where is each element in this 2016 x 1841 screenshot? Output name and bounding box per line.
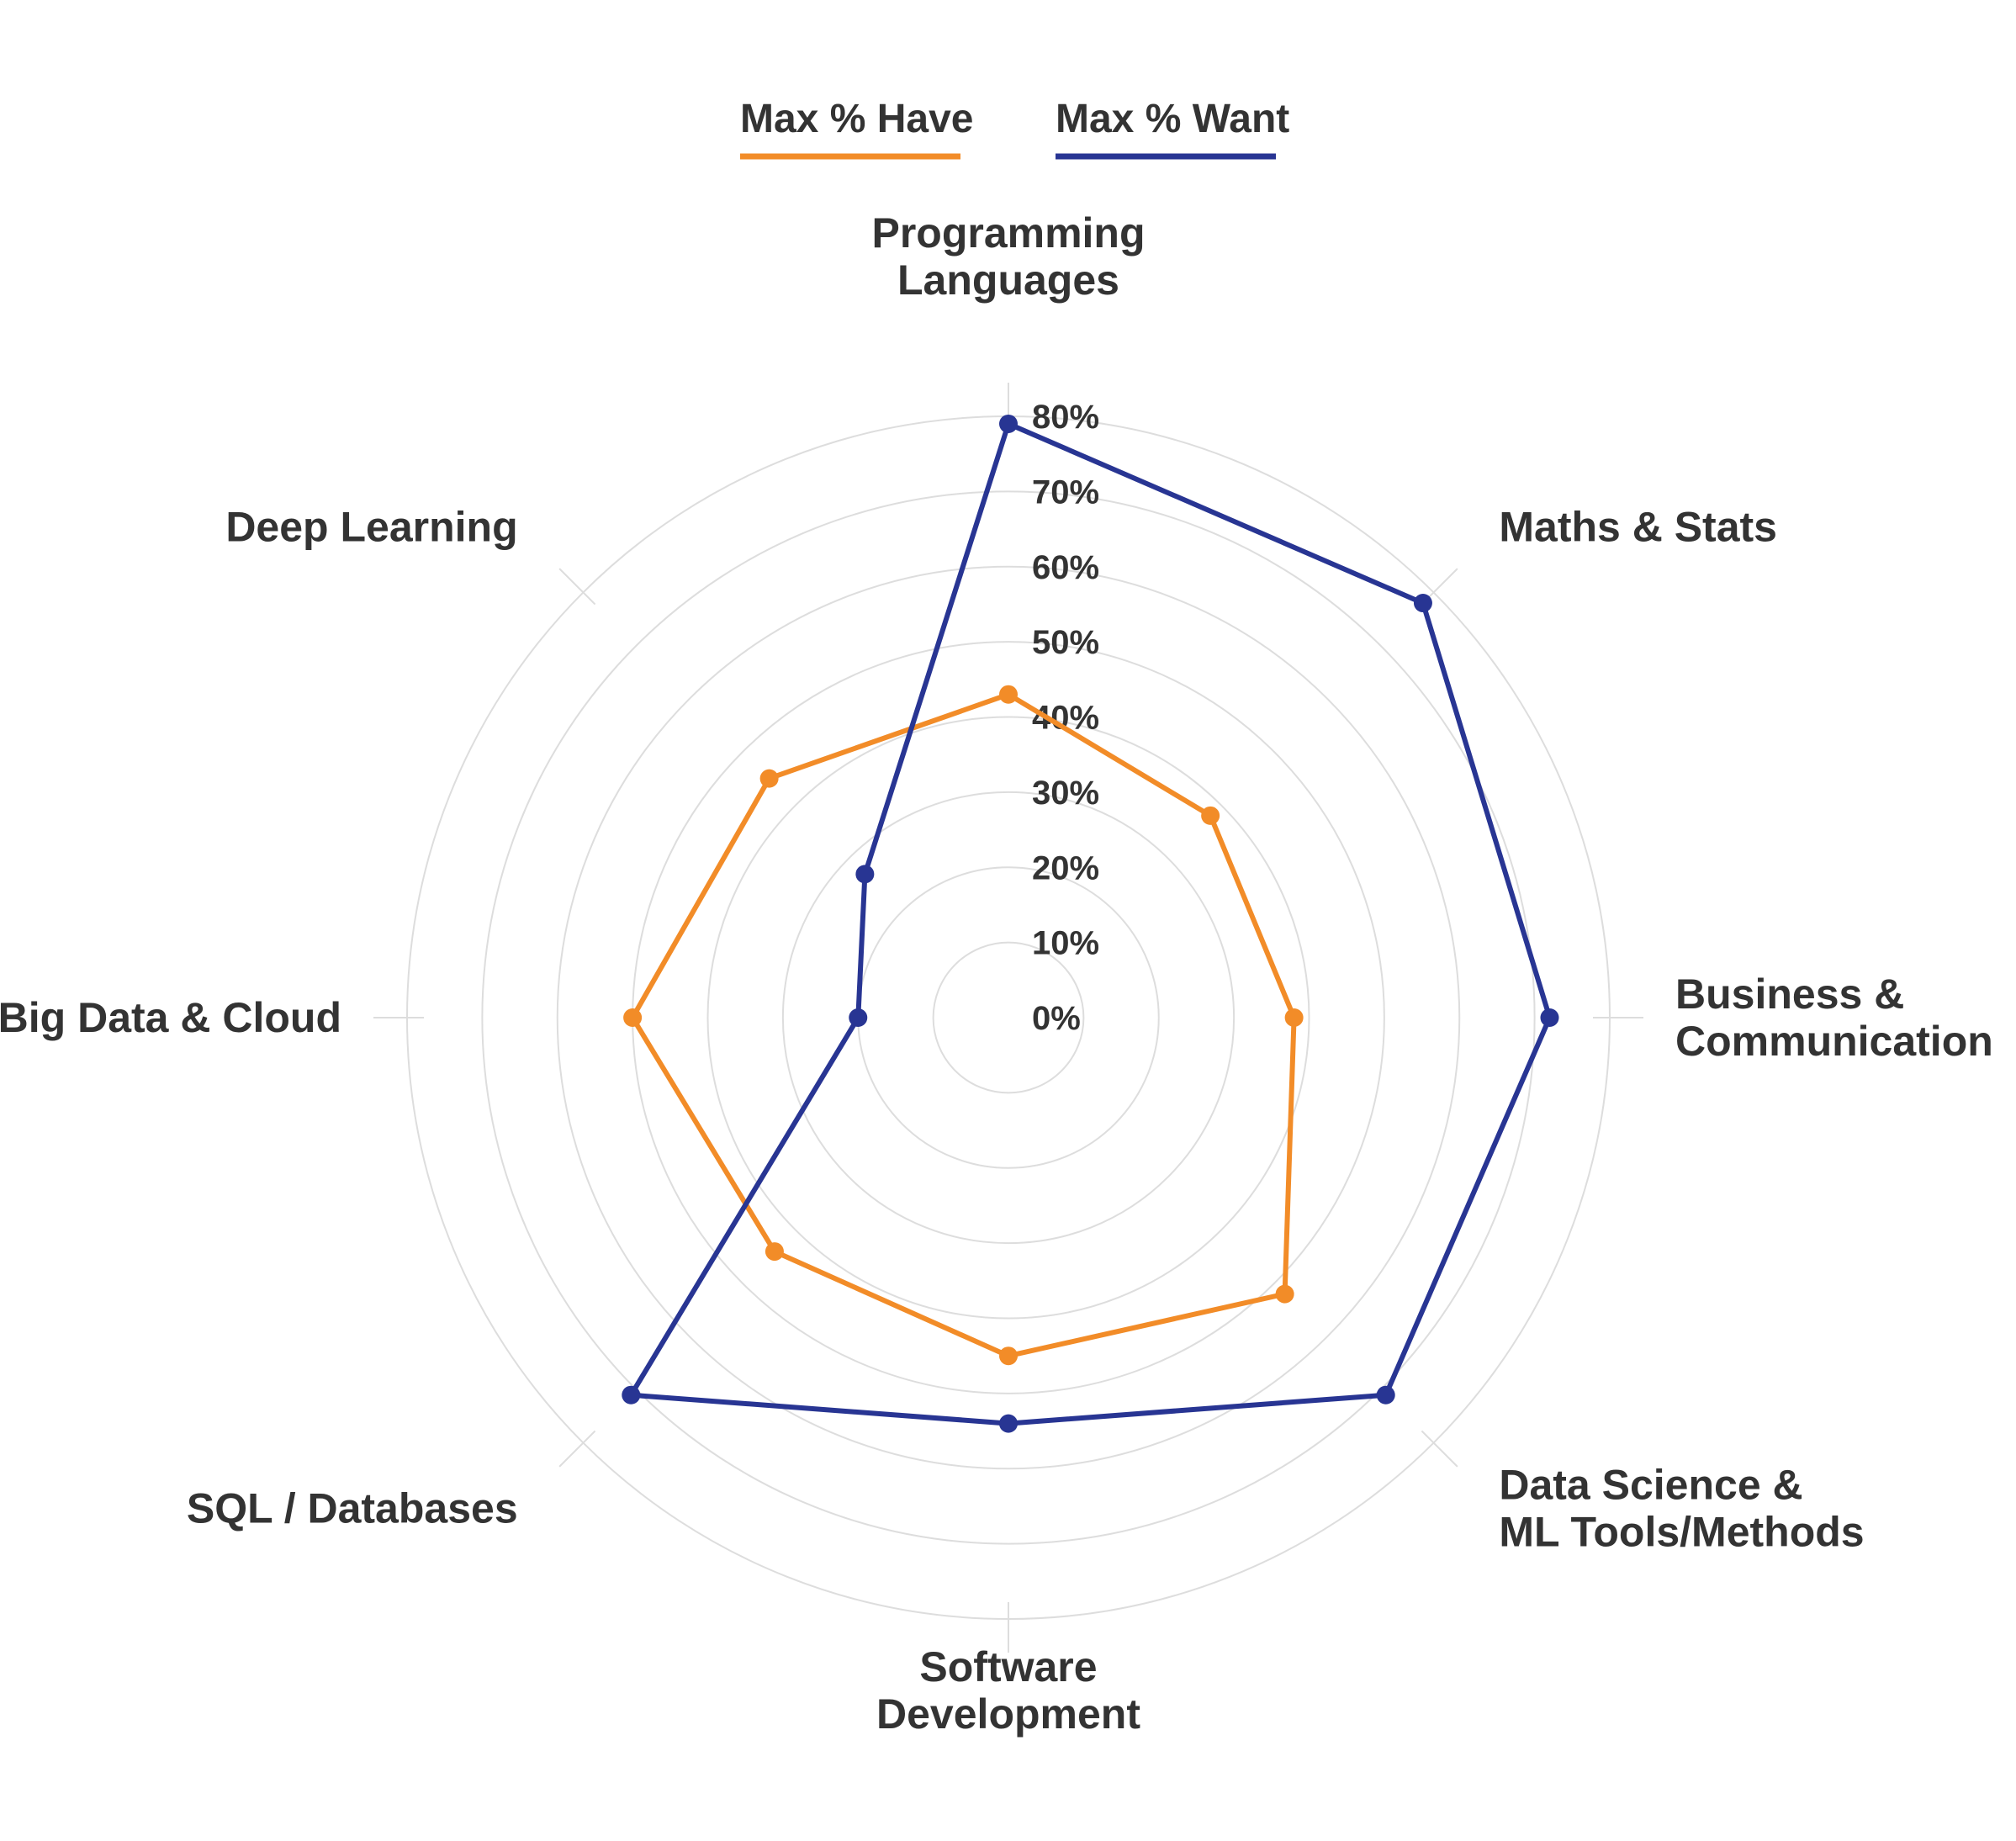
series-point-2 [999, 414, 1018, 433]
series-point-1 [1201, 806, 1220, 825]
series-point-1 [1284, 1008, 1304, 1027]
series-point-1 [623, 1008, 643, 1027]
axis-label-line: Software [919, 1643, 1097, 1690]
radial-tick-label: 60% [1032, 549, 1099, 586]
axis-label-line: Data Science & [1499, 1461, 1802, 1508]
series-line-1 [630, 691, 1297, 1359]
axis-label-line: Communication [1675, 1018, 1993, 1065]
axis-label-line: Deep Learning [225, 504, 517, 551]
series-point-2 [855, 865, 875, 884]
axis-tick-mark [1421, 1430, 1458, 1468]
axis-label-line: ML Tools/Methods [1499, 1508, 1864, 1555]
axis-label-line: Big Data & Cloud [0, 994, 341, 1041]
radial-tick-label: 50% [1032, 624, 1099, 661]
axis-label-line: Development [876, 1690, 1140, 1738]
radial-tick-label: 0% [1032, 1000, 1081, 1037]
axis-tick-mark [558, 1430, 596, 1468]
grid-circle [781, 791, 1236, 1245]
axis-labels: Programming Languages Maths & Stats Busines… [0, 209, 1993, 1738]
axis-label: Software Development [876, 1643, 1140, 1738]
grid-circle [857, 866, 1160, 1169]
series-point-1 [765, 1242, 784, 1262]
axis-label: Maths & Stats [1499, 504, 1777, 551]
axis-label: Business & Communication [1675, 971, 1993, 1065]
radial-tick-label: 10% [1032, 925, 1099, 962]
axis-label-line: Business & [1675, 971, 1904, 1018]
series-point-2 [849, 1008, 868, 1027]
series-point-2 [622, 1385, 641, 1405]
axis-label-line: Maths & Stats [1499, 504, 1777, 551]
grid-circle [932, 941, 1085, 1094]
radial-tick-label: 30% [1032, 775, 1099, 812]
axis-label-line: SQL / Databases [187, 1484, 518, 1532]
axis-tick-mark [558, 568, 596, 606]
axis-label: Data Science & ML Tools/Methods [1499, 1461, 1864, 1555]
radar-grid [373, 383, 1643, 1653]
legend: Max % Have Max % Want [740, 97, 1289, 160]
grid-circle [632, 641, 1385, 1394]
series-point-1 [759, 769, 779, 788]
axis-label: Programming Languages [871, 209, 1145, 304]
radial-tick-label: 20% [1032, 849, 1099, 886]
axis-label-line: Languages [897, 257, 1119, 304]
series-point-2 [1413, 594, 1432, 613]
grid-circle [556, 565, 1461, 1470]
grid-circle [706, 716, 1310, 1320]
axis-label: Big Data & Cloud [0, 994, 341, 1041]
series-point-2 [1376, 1385, 1395, 1405]
series-point-1 [999, 685, 1018, 704]
grid-circle [481, 490, 1536, 1545]
radial-tick-labels: 0%10%20%30%40%50%60%70%80% [1032, 399, 1099, 1037]
legend-label: Max % Want [1056, 97, 1289, 141]
legend-label: Max % Have [740, 97, 973, 141]
axis-label: SQL / Databases [187, 1484, 518, 1532]
radial-tick-label: 70% [1032, 473, 1099, 511]
radial-tick-label: 80% [1032, 399, 1099, 436]
series-point-2 [999, 1414, 1018, 1433]
series-group [622, 414, 1559, 1433]
axis-label: Deep Learning [225, 504, 517, 551]
series-point-1 [1275, 1284, 1294, 1304]
series-point-2 [1540, 1008, 1559, 1027]
axis-label-line: Programming [871, 209, 1145, 257]
series-point-1 [999, 1346, 1018, 1366]
